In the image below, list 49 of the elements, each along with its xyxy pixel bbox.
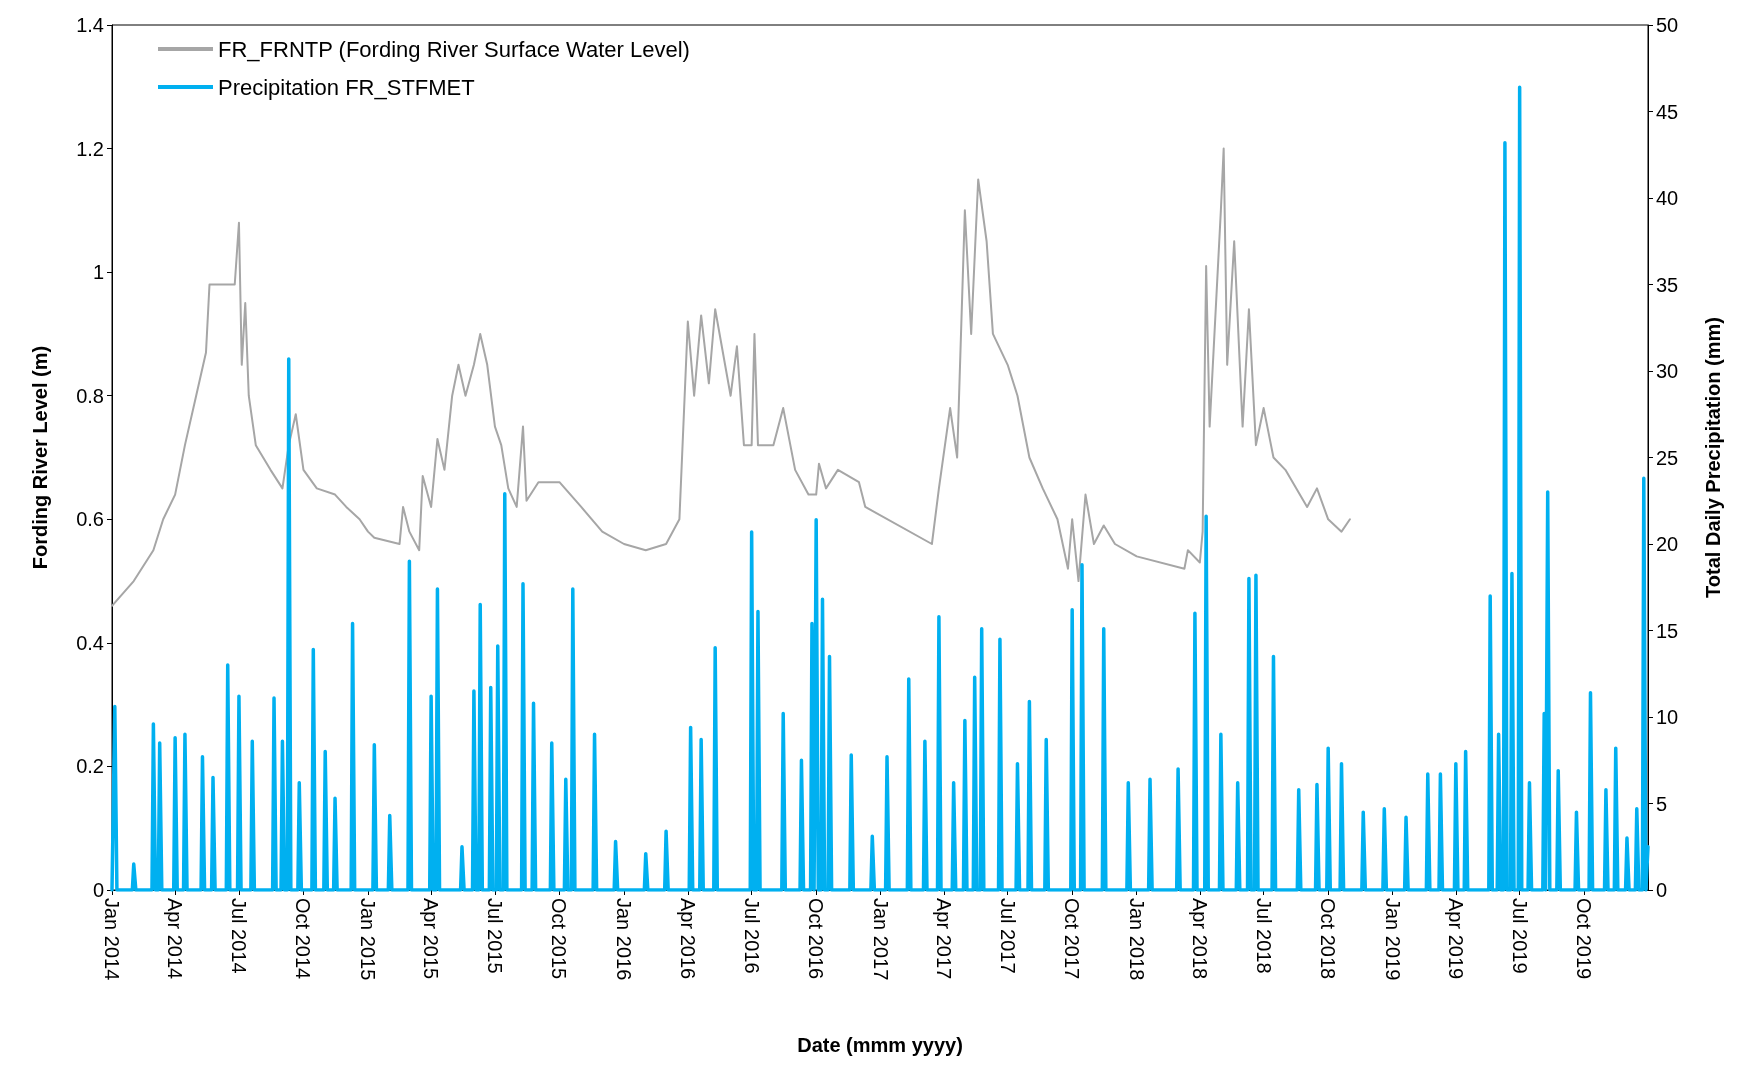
y2-tick-label: 0: [1656, 879, 1668, 901]
y2-tick-label: 45: [1656, 100, 1679, 123]
x-tick-label: Apr 2019: [1444, 898, 1467, 980]
x-tick-label: Apr 2015: [420, 898, 443, 980]
x-tick-label: Jan 2015: [357, 898, 379, 981]
x-tick-label: Jul 2015: [483, 898, 506, 974]
line-series: [111, 147, 1351, 607]
y-tick-label: 0: [92, 879, 104, 901]
y-tick-label: 1.2: [76, 137, 104, 160]
x-tick-label: Jan 2017: [869, 898, 892, 981]
x-axis-title: Date (mmm yyyy): [797, 1034, 963, 1056]
y-tick-label: 0.8: [76, 384, 104, 407]
x-tick-label: Oct 2017: [1061, 898, 1084, 980]
x-tick-label: Jul 2018: [1252, 898, 1275, 974]
y-tick-label: 1.4: [76, 14, 104, 36]
x-tick-label: Oct 2016: [805, 898, 828, 980]
x-tick-label: Apr 2016: [676, 898, 699, 980]
y2-tick-label: 10: [1656, 706, 1679, 728]
x-tick-label: Apr 2017: [932, 898, 955, 980]
x-tick-label: Oct 2015: [548, 898, 571, 980]
x-tick-label: Jul 2016: [740, 898, 763, 974]
y2-tick-label: 5: [1656, 792, 1668, 815]
legend-label: Precipitation FR_STFMET: [218, 74, 475, 100]
x-tick-label: Apr 2014: [164, 898, 187, 980]
x-tick-label: Jan 2014: [101, 898, 123, 981]
y-tick-label: 0.2: [76, 755, 104, 778]
y-tick-label: 0.4: [76, 631, 104, 654]
x-tick-label: Oct 2018: [1317, 898, 1340, 980]
x-tick-label: Jul 2019: [1508, 898, 1531, 974]
legend-label: FR_FRNTP (Fording River Surface Water Level): [218, 36, 690, 62]
y2-tick-label: 20: [1656, 533, 1679, 555]
y2-tick-label: 15: [1656, 619, 1679, 642]
y2-tick-label: 40: [1656, 187, 1679, 209]
x-tick-label: Jul 2014: [227, 898, 250, 974]
x-tick-label: Jul 2017: [996, 898, 1019, 974]
x-tick-label: Jan 2016: [613, 898, 635, 981]
y2-tick-label: 50: [1656, 14, 1679, 36]
x-tick-label: Oct 2019: [1573, 898, 1596, 980]
x-tick-label: Apr 2018: [1188, 898, 1211, 980]
y2-tick-label: 35: [1656, 273, 1679, 296]
y-tick-label: 1: [92, 261, 104, 284]
x-tick-label: Jan 2018: [1125, 898, 1148, 981]
y2-axis-title: Total Daily Precipitation (mm): [1702, 317, 1724, 598]
y-axis-title: Fording River Level (m): [29, 345, 51, 570]
y2-tick-label: 25: [1656, 446, 1679, 469]
x-tick-label: Oct 2014: [292, 898, 315, 980]
x-tick-label: Jan 2019: [1381, 898, 1404, 981]
y-tick-label: 0.6: [76, 508, 104, 531]
y2-tick-label: 30: [1656, 360, 1679, 382]
